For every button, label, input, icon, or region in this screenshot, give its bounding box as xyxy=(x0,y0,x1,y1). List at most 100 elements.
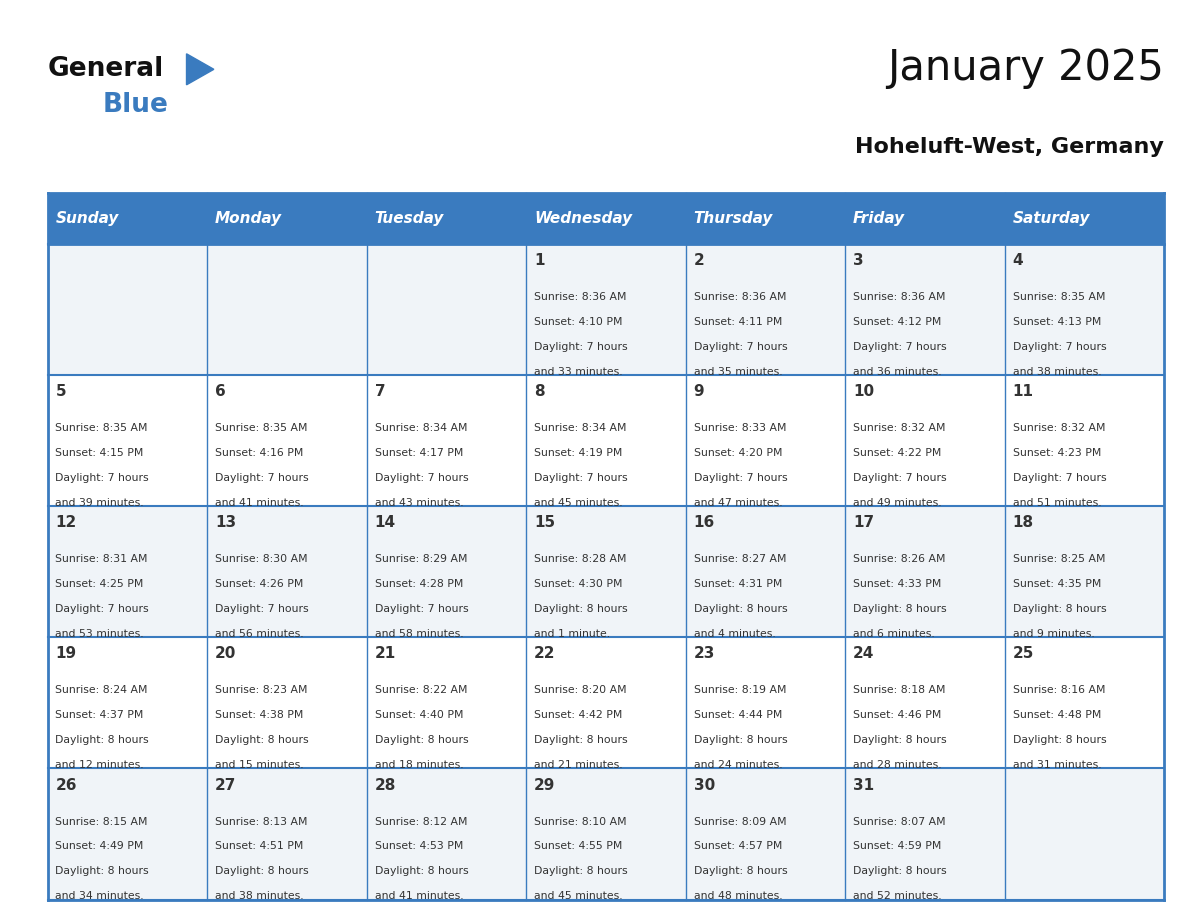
Text: Sunrise: 8:30 AM: Sunrise: 8:30 AM xyxy=(215,554,308,565)
Bar xyxy=(845,768,1005,900)
Text: and 53 minutes.: and 53 minutes. xyxy=(56,629,144,639)
Text: Sunrise: 8:34 AM: Sunrise: 8:34 AM xyxy=(374,423,467,433)
Text: and 33 minutes.: and 33 minutes. xyxy=(535,366,623,376)
Text: Daylight: 7 hours: Daylight: 7 hours xyxy=(374,604,468,614)
Bar xyxy=(526,637,685,768)
Text: and 4 minutes.: and 4 minutes. xyxy=(694,629,776,639)
Text: Daylight: 7 hours: Daylight: 7 hours xyxy=(56,473,150,483)
Text: Daylight: 8 hours: Daylight: 8 hours xyxy=(535,867,627,877)
Bar xyxy=(685,375,845,506)
Text: Sunset: 4:46 PM: Sunset: 4:46 PM xyxy=(853,711,942,721)
Text: Sunset: 4:23 PM: Sunset: 4:23 PM xyxy=(1012,448,1101,458)
Text: and 31 minutes.: and 31 minutes. xyxy=(1012,760,1101,770)
Text: 2: 2 xyxy=(694,252,704,268)
Text: and 35 minutes.: and 35 minutes. xyxy=(694,366,782,376)
Bar xyxy=(48,506,207,637)
Text: and 45 minutes.: and 45 minutes. xyxy=(535,498,623,508)
Text: 22: 22 xyxy=(535,646,556,662)
Text: Daylight: 8 hours: Daylight: 8 hours xyxy=(694,867,788,877)
Bar xyxy=(685,637,845,768)
Text: and 38 minutes.: and 38 minutes. xyxy=(1012,366,1101,376)
Text: Daylight: 8 hours: Daylight: 8 hours xyxy=(1012,604,1106,614)
Text: Daylight: 8 hours: Daylight: 8 hours xyxy=(215,735,309,745)
Text: and 51 minutes.: and 51 minutes. xyxy=(1012,498,1101,508)
Text: Sunrise: 8:24 AM: Sunrise: 8:24 AM xyxy=(56,686,148,695)
Text: and 47 minutes.: and 47 minutes. xyxy=(694,498,782,508)
Text: and 24 minutes.: and 24 minutes. xyxy=(694,760,782,770)
Text: Sunrise: 8:25 AM: Sunrise: 8:25 AM xyxy=(1012,554,1105,565)
Bar xyxy=(48,768,207,900)
Text: 23: 23 xyxy=(694,646,715,662)
Text: Sunset: 4:15 PM: Sunset: 4:15 PM xyxy=(56,448,144,458)
Text: Sunrise: 8:36 AM: Sunrise: 8:36 AM xyxy=(535,292,626,302)
Text: Sunrise: 8:19 AM: Sunrise: 8:19 AM xyxy=(694,686,786,695)
Text: Daylight: 8 hours: Daylight: 8 hours xyxy=(56,867,150,877)
Text: 8: 8 xyxy=(535,384,545,399)
Text: Sunrise: 8:32 AM: Sunrise: 8:32 AM xyxy=(853,423,946,433)
Text: Daylight: 7 hours: Daylight: 7 hours xyxy=(694,341,788,352)
Text: 12: 12 xyxy=(56,515,77,531)
Text: Sunset: 4:37 PM: Sunset: 4:37 PM xyxy=(56,711,144,721)
Text: Sunset: 4:53 PM: Sunset: 4:53 PM xyxy=(374,842,463,851)
Text: 15: 15 xyxy=(535,515,555,531)
Text: 25: 25 xyxy=(1012,646,1034,662)
Text: Sunset: 4:16 PM: Sunset: 4:16 PM xyxy=(215,448,303,458)
Text: Sunset: 4:59 PM: Sunset: 4:59 PM xyxy=(853,842,942,851)
Text: 16: 16 xyxy=(694,515,715,531)
Text: 6: 6 xyxy=(215,384,226,399)
Bar xyxy=(1005,375,1164,506)
Text: Daylight: 7 hours: Daylight: 7 hours xyxy=(853,341,947,352)
Text: 4: 4 xyxy=(1012,252,1023,268)
Text: Sunrise: 8:36 AM: Sunrise: 8:36 AM xyxy=(853,292,946,302)
Bar xyxy=(48,243,207,375)
Text: Daylight: 8 hours: Daylight: 8 hours xyxy=(853,604,947,614)
Text: Sunrise: 8:07 AM: Sunrise: 8:07 AM xyxy=(853,816,946,826)
Bar xyxy=(526,506,685,637)
Text: Hoheluft-West, Germany: Hoheluft-West, Germany xyxy=(855,138,1164,157)
Bar xyxy=(845,193,1005,243)
Text: Daylight: 7 hours: Daylight: 7 hours xyxy=(1012,341,1106,352)
Bar xyxy=(845,243,1005,375)
Text: and 43 minutes.: and 43 minutes. xyxy=(374,498,463,508)
Text: and 56 minutes.: and 56 minutes. xyxy=(215,629,304,639)
Text: Daylight: 8 hours: Daylight: 8 hours xyxy=(1012,735,1106,745)
Text: 28: 28 xyxy=(374,778,396,792)
Text: Daylight: 8 hours: Daylight: 8 hours xyxy=(215,867,309,877)
Text: Daylight: 7 hours: Daylight: 7 hours xyxy=(215,604,309,614)
Text: 24: 24 xyxy=(853,646,874,662)
Text: Tuesday: Tuesday xyxy=(374,211,444,226)
Bar xyxy=(526,768,685,900)
Text: Sunrise: 8:12 AM: Sunrise: 8:12 AM xyxy=(374,816,467,826)
Bar xyxy=(1005,243,1164,375)
Text: and 45 minutes.: and 45 minutes. xyxy=(535,891,623,901)
Text: Blue: Blue xyxy=(102,92,168,118)
Text: Sunrise: 8:09 AM: Sunrise: 8:09 AM xyxy=(694,816,786,826)
Bar xyxy=(48,637,207,768)
Text: Daylight: 7 hours: Daylight: 7 hours xyxy=(1012,473,1106,483)
Bar xyxy=(367,375,526,506)
Text: Thursday: Thursday xyxy=(694,211,773,226)
Text: 29: 29 xyxy=(535,778,556,792)
Text: Sunset: 4:17 PM: Sunset: 4:17 PM xyxy=(374,448,463,458)
Text: Saturday: Saturday xyxy=(1012,211,1091,226)
Text: 3: 3 xyxy=(853,252,864,268)
Bar xyxy=(48,375,207,506)
Text: 19: 19 xyxy=(56,646,76,662)
Text: and 21 minutes.: and 21 minutes. xyxy=(535,760,623,770)
Text: Sunrise: 8:28 AM: Sunrise: 8:28 AM xyxy=(535,554,626,565)
Text: 20: 20 xyxy=(215,646,236,662)
Text: and 58 minutes.: and 58 minutes. xyxy=(374,629,463,639)
Bar xyxy=(685,243,845,375)
Bar xyxy=(207,506,367,637)
Bar xyxy=(207,243,367,375)
Text: Sunrise: 8:23 AM: Sunrise: 8:23 AM xyxy=(215,686,308,695)
Text: 11: 11 xyxy=(1012,384,1034,399)
Bar xyxy=(526,193,685,243)
Text: Sunrise: 8:31 AM: Sunrise: 8:31 AM xyxy=(56,554,148,565)
Text: Daylight: 7 hours: Daylight: 7 hours xyxy=(215,473,309,483)
Bar xyxy=(207,768,367,900)
Text: Sunrise: 8:20 AM: Sunrise: 8:20 AM xyxy=(535,686,627,695)
Text: and 52 minutes.: and 52 minutes. xyxy=(853,891,942,901)
Text: Sunset: 4:42 PM: Sunset: 4:42 PM xyxy=(535,711,623,721)
Bar xyxy=(685,768,845,900)
